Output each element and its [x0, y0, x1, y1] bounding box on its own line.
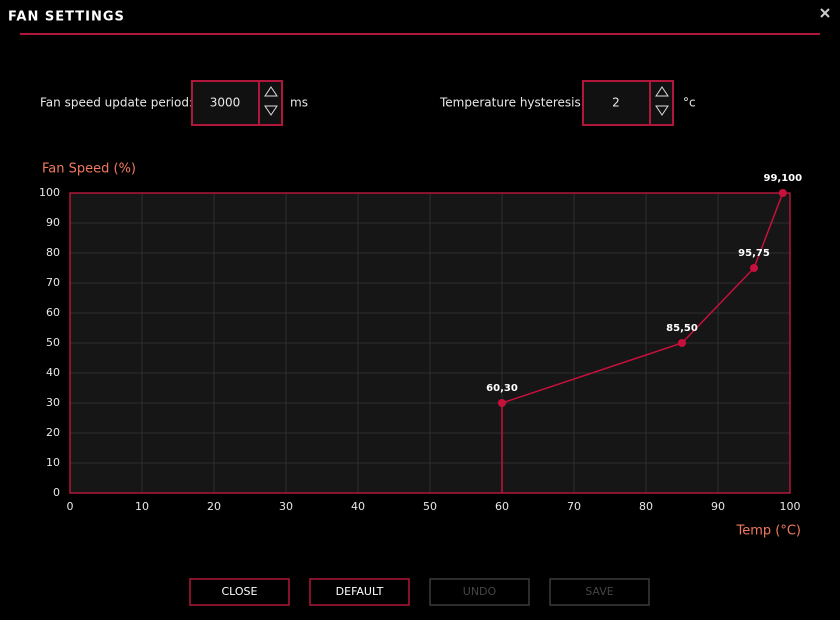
- spin-up[interactable]: [655, 86, 669, 97]
- spinner[interactable]: [649, 80, 674, 126]
- button[interactable]: [189, 578, 290, 606]
- x-axis-label: Temp (°C): [736, 524, 802, 539]
- point-label: 99,100: [764, 173, 803, 184]
- control-unit: ms: [290, 96, 308, 110]
- close-icon[interactable]: [820, 8, 830, 18]
- x-tick-label: 40: [351, 500, 365, 513]
- spin-up[interactable]: [264, 86, 278, 97]
- x-tick-label: 20: [207, 500, 221, 513]
- button: [549, 578, 650, 606]
- x-tick-label: 70: [567, 500, 581, 513]
- y-tick-label: 60: [46, 306, 60, 319]
- y-tick-label: 100: [39, 186, 60, 199]
- button-label: SAVE: [585, 585, 614, 598]
- point-label: 60,30: [486, 383, 518, 394]
- point-label: 95,75: [738, 248, 770, 259]
- button: [429, 578, 530, 606]
- control-unit: °c: [683, 96, 696, 110]
- input-value: 2: [612, 96, 620, 110]
- x-tick-label: 80: [639, 500, 653, 513]
- y-axis-label: Fan Speed (%): [42, 162, 136, 177]
- y-tick-label: 0: [53, 486, 60, 499]
- input-value: 3000: [210, 96, 241, 110]
- y-tick-label: 50: [46, 336, 60, 349]
- y-tick-label: 30: [46, 396, 60, 409]
- y-tick-label: 80: [46, 246, 60, 259]
- spin-down[interactable]: [655, 105, 669, 116]
- plot-border: [69, 192, 791, 494]
- window-title: FAN SETTINGS: [8, 10, 125, 25]
- button[interactable]: [309, 578, 410, 606]
- spin-down[interactable]: [264, 105, 278, 116]
- button-label: DEFAULT: [336, 585, 384, 598]
- number-input[interactable]: [582, 80, 651, 126]
- curve-point[interactable]: [778, 189, 787, 197]
- x-tick-label: 10: [135, 500, 149, 513]
- curve-point[interactable]: [750, 264, 758, 272]
- y-tick-label: 20: [46, 426, 60, 439]
- y-tick-label: 10: [46, 456, 60, 469]
- x-tick-label: 100: [780, 500, 801, 513]
- x-tick-label: 50: [423, 500, 437, 513]
- curve-point[interactable]: [678, 339, 686, 347]
- fan-curve: [501, 192, 784, 404]
- y-tick-label: 70: [46, 276, 60, 289]
- curve-point[interactable]: [498, 399, 506, 407]
- spinner[interactable]: [258, 80, 283, 126]
- y-tick-label: 90: [46, 216, 60, 229]
- x-tick-label: 0: [67, 500, 74, 513]
- x-tick-label: 90: [711, 500, 725, 513]
- button-label: CLOSE: [221, 585, 257, 598]
- point-label: 85,50: [666, 323, 698, 334]
- button-label: UNDO: [463, 585, 497, 598]
- number-input[interactable]: [191, 80, 260, 126]
- control-label: Fan speed update period:: [40, 96, 193, 110]
- x-tick-label: 60: [495, 500, 509, 513]
- control-label: Temperature hysteresis:: [439, 96, 585, 110]
- y-tick-label: 40: [46, 366, 60, 379]
- x-tick-label: 30: [279, 500, 293, 513]
